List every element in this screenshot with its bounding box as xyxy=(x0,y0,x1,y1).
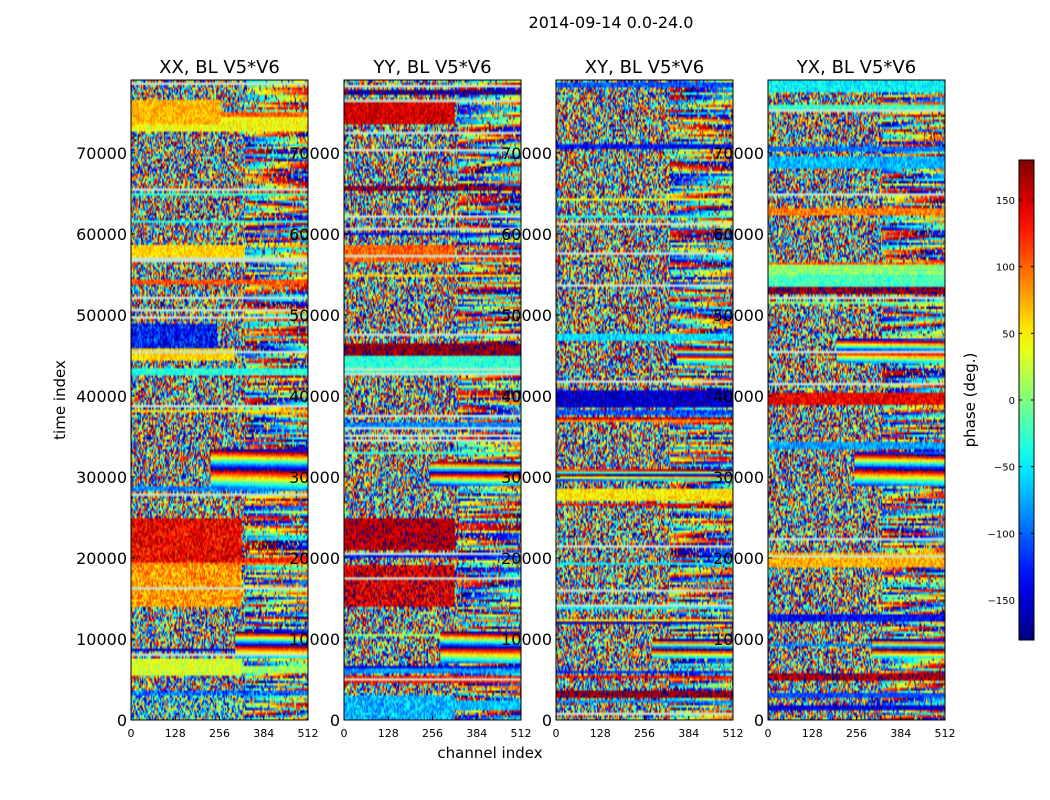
heatmap-3 xyxy=(768,80,945,720)
x-tick-label-0-4: 512 xyxy=(298,727,319,740)
y-tick-label-2-6: 60000 xyxy=(501,225,552,244)
colorbar-tick-label-2: −50 xyxy=(994,463,1015,474)
x-tick-label-1-4: 512 xyxy=(511,727,532,740)
x-tick-label-3-3: 384 xyxy=(890,727,911,740)
heatmap-0 xyxy=(131,80,308,720)
x-tick-label-0-3: 384 xyxy=(253,727,274,740)
panel-title-1: YY, BL V5*V6 xyxy=(372,57,491,78)
x-tick-label-1-3: 384 xyxy=(466,727,487,740)
y-tick-label-0-7: 70000 xyxy=(76,144,127,163)
x-tick-label-3-2: 256 xyxy=(846,727,867,740)
y-tick-label-2-3: 30000 xyxy=(501,468,552,487)
y-tick-label-0-6: 60000 xyxy=(76,225,127,244)
colorbar-tick-label-6: 150 xyxy=(996,196,1015,207)
colorbar-tick-label-1: −100 xyxy=(988,529,1015,540)
y-tick-label-3-3: 30000 xyxy=(713,468,764,487)
y-tick-label-1-4: 40000 xyxy=(289,387,340,406)
x-tick-label-2-1: 128 xyxy=(590,727,611,740)
y-tick-label-1-0: 0 xyxy=(330,711,340,730)
colorbar-tick-label-3: 0 xyxy=(1009,396,1015,407)
colorbar-tick-label-4: 50 xyxy=(1002,329,1015,340)
y-tick-label-1-2: 20000 xyxy=(289,549,340,568)
y-tick-label-2-4: 40000 xyxy=(501,387,552,406)
x-tick-label-2-4: 512 xyxy=(723,727,744,740)
y-tick-label-0-5: 50000 xyxy=(76,306,127,325)
heatmap-2 xyxy=(556,80,733,720)
figure-title: 2014-09-14 0.0-24.0 xyxy=(529,13,694,32)
y-tick-label-1-6: 60000 xyxy=(289,225,340,244)
x-tick-label-2-0: 0 xyxy=(553,727,560,740)
y-tick-label-1-7: 70000 xyxy=(289,144,340,163)
x-tick-label-3-1: 128 xyxy=(802,727,823,740)
y-tick-label-1-3: 30000 xyxy=(289,468,340,487)
colorbar-label: phase (deg.) xyxy=(961,353,979,448)
panel-title-3: YX, BL V5*V6 xyxy=(796,57,916,78)
panel-title-2: XY, BL V5*V6 xyxy=(585,57,704,78)
x-tick-label-2-3: 384 xyxy=(678,727,699,740)
x-tick-label-1-0: 0 xyxy=(341,727,348,740)
colorbar-tick-label-0: −150 xyxy=(988,596,1015,607)
y-tick-label-2-5: 50000 xyxy=(501,306,552,325)
y-axis-label: time index xyxy=(51,360,69,440)
x-tick-label-1-1: 128 xyxy=(378,727,399,740)
x-tick-label-3-4: 512 xyxy=(935,727,956,740)
y-tick-label-0-1: 10000 xyxy=(76,630,127,649)
y-tick-label-2-7: 70000 xyxy=(501,144,552,163)
y-tick-label-2-1: 10000 xyxy=(501,630,552,649)
y-tick-label-3-5: 50000 xyxy=(713,306,764,325)
x-tick-label-0-0: 0 xyxy=(128,727,135,740)
y-tick-label-0-2: 20000 xyxy=(76,549,127,568)
y-tick-label-1-5: 50000 xyxy=(289,306,340,325)
y-tick-label-0-3: 30000 xyxy=(76,468,127,487)
y-tick-label-2-2: 20000 xyxy=(501,549,552,568)
panel-title-0: XX, BL V5*V6 xyxy=(159,57,280,78)
y-tick-label-3-7: 70000 xyxy=(713,144,764,163)
x-tick-label-0-2: 256 xyxy=(209,727,230,740)
y-tick-label-3-0: 0 xyxy=(754,711,764,730)
y-tick-label-3-4: 40000 xyxy=(713,387,764,406)
heatmap-1 xyxy=(344,80,521,720)
y-tick-label-3-2: 20000 xyxy=(713,549,764,568)
x-axis-label: channel index xyxy=(437,744,542,762)
x-tick-label-0-1: 128 xyxy=(165,727,186,740)
x-tick-label-3-0: 0 xyxy=(765,727,772,740)
y-tick-label-2-0: 0 xyxy=(542,711,552,730)
y-tick-label-0-0: 0 xyxy=(117,711,127,730)
y-tick-label-1-1: 10000 xyxy=(289,630,340,649)
y-tick-label-3-1: 10000 xyxy=(713,630,764,649)
x-tick-label-1-2: 256 xyxy=(422,727,443,740)
y-tick-label-3-6: 60000 xyxy=(713,225,764,244)
x-tick-label-2-2: 256 xyxy=(634,727,655,740)
colorbar-tick-label-5: 100 xyxy=(996,263,1015,274)
y-tick-label-0-4: 40000 xyxy=(76,387,127,406)
